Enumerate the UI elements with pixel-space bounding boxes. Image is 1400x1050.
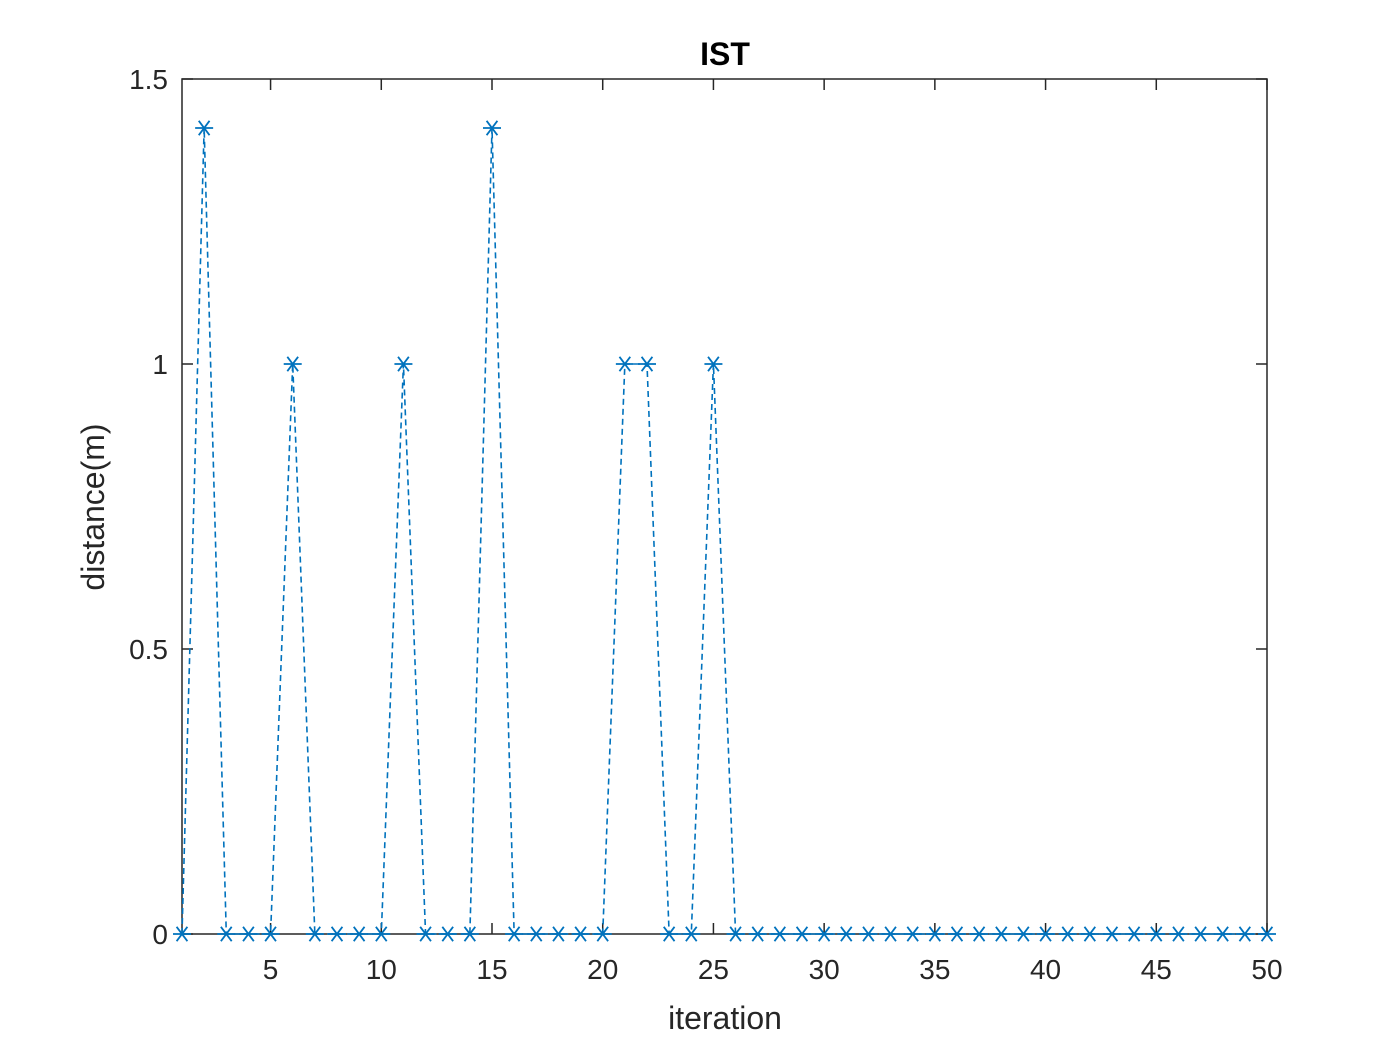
data-point bbox=[527, 926, 546, 942]
y-tick-label: 1 bbox=[152, 349, 168, 380]
axes-box bbox=[181, 78, 1268, 935]
data-point bbox=[593, 926, 612, 942]
data-point bbox=[748, 926, 767, 942]
data-point bbox=[1258, 926, 1276, 942]
data-point bbox=[1036, 926, 1055, 942]
x-tick-label: 20 bbox=[587, 954, 618, 985]
data-point bbox=[815, 926, 834, 942]
data-point bbox=[1014, 926, 1033, 942]
data-point bbox=[283, 356, 302, 372]
data-point bbox=[1147, 926, 1166, 942]
chart-title: IST bbox=[700, 36, 750, 72]
data-point bbox=[1169, 926, 1188, 942]
x-tick-label: 35 bbox=[919, 954, 950, 985]
data-point bbox=[1103, 926, 1121, 942]
data-point bbox=[970, 926, 989, 942]
x-tick-label: 45 bbox=[1141, 954, 1172, 985]
data-point bbox=[1125, 926, 1144, 942]
data-point bbox=[1080, 926, 1099, 942]
x-tick-label: 5 bbox=[263, 954, 279, 985]
data-point bbox=[992, 926, 1011, 942]
data-point bbox=[438, 926, 457, 942]
x-tick-label: 15 bbox=[476, 954, 507, 985]
y-tick-label: 0 bbox=[152, 919, 168, 950]
data-point bbox=[195, 120, 214, 136]
data-point bbox=[1191, 926, 1210, 942]
data-point bbox=[770, 926, 789, 942]
data-point bbox=[483, 120, 501, 136]
data-point bbox=[682, 926, 701, 942]
data-point bbox=[261, 926, 280, 942]
y-axis-label: distance(m) bbox=[75, 423, 111, 590]
data-point bbox=[660, 926, 679, 942]
data-point bbox=[416, 926, 435, 942]
data-point bbox=[925, 926, 944, 942]
tick-labels: 5 10 15 20 25 30 35 40 45 50 0 0.5 1 1.5 bbox=[129, 64, 1283, 985]
data-point bbox=[350, 926, 369, 942]
data-point bbox=[460, 926, 479, 942]
data-point bbox=[1213, 926, 1232, 942]
data-point bbox=[726, 926, 745, 942]
data-point bbox=[394, 356, 413, 372]
data-point bbox=[217, 926, 236, 942]
x-tick-label: 30 bbox=[809, 954, 840, 985]
data-point bbox=[1058, 926, 1077, 942]
data-point bbox=[615, 356, 634, 372]
x-tick-label: 10 bbox=[366, 954, 397, 985]
x-tick-label: 25 bbox=[698, 954, 729, 985]
data-point bbox=[549, 926, 568, 942]
data-point bbox=[881, 926, 900, 942]
data-point bbox=[903, 926, 922, 942]
data-point bbox=[837, 926, 856, 942]
y-tick-label: 1.5 bbox=[129, 64, 168, 95]
plot-area bbox=[181, 78, 1268, 935]
data-point bbox=[793, 926, 811, 942]
x-axis-label: iteration bbox=[668, 1000, 782, 1036]
data-point bbox=[305, 926, 324, 942]
data-point bbox=[704, 356, 723, 372]
data-point bbox=[328, 926, 346, 942]
x-tick-label: 50 bbox=[1251, 954, 1282, 985]
data-point bbox=[638, 356, 656, 372]
data-point bbox=[505, 926, 524, 942]
data-point bbox=[173, 926, 191, 942]
y-tick-label: 0.5 bbox=[129, 634, 168, 665]
data-point bbox=[239, 926, 258, 942]
data-point bbox=[1235, 926, 1254, 942]
x-tick-label: 40 bbox=[1030, 954, 1061, 985]
data-series bbox=[173, 120, 1276, 942]
data-point bbox=[859, 926, 878, 942]
data-point bbox=[372, 926, 391, 942]
data-point bbox=[948, 926, 966, 942]
data-point bbox=[571, 926, 590, 942]
